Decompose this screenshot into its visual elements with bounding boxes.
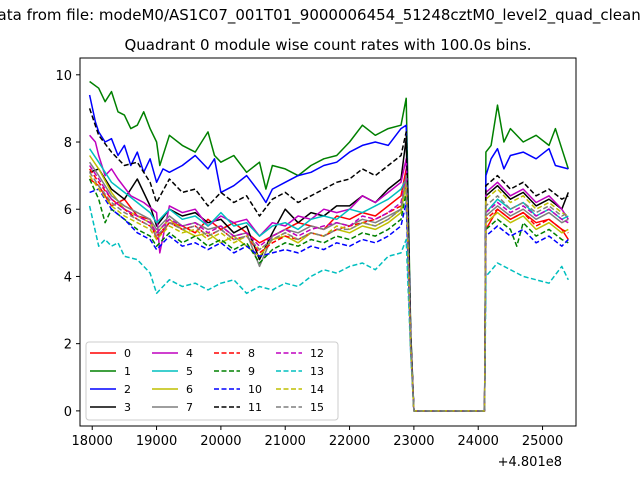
y-tick-label: 6 bbox=[64, 203, 72, 218]
series-line-1 bbox=[89, 80, 570, 412]
legend-label-4: 4 bbox=[186, 347, 193, 360]
series-line-11 bbox=[88, 108, 569, 412]
y-tick-label: 8 bbox=[64, 136, 72, 151]
x-tick-label: 18000 bbox=[72, 434, 113, 449]
legend-label-2: 2 bbox=[124, 383, 131, 396]
x-tick-label: 24000 bbox=[458, 434, 499, 449]
x-offset-label: +4.801e8 bbox=[498, 455, 562, 470]
x-tick-label: 21000 bbox=[265, 434, 306, 449]
legend-label-3: 3 bbox=[124, 401, 131, 414]
y-tick-label: 4 bbox=[64, 270, 72, 285]
suptitle-text: Data from file: modeM0/AS1C07_001T01_900… bbox=[0, 6, 640, 24]
axes-layer: 18000 19000 20000 21000 22000 23000 24000 25000… bbox=[55, 69, 563, 449]
series-line-4 bbox=[89, 134, 569, 412]
figure-suptitle: Data from file: modeM0/AS1C07_001T01_900… bbox=[0, 6, 640, 28]
x-tick-label: 22000 bbox=[329, 434, 370, 449]
plot-frame bbox=[79, 57, 577, 427]
series-line-5 bbox=[88, 148, 569, 412]
legend-label-13: 13 bbox=[310, 365, 324, 378]
legend-label-8: 8 bbox=[248, 347, 255, 360]
series-line-10 bbox=[89, 188, 569, 412]
legend-label-14: 14 bbox=[310, 383, 324, 396]
series-line-2 bbox=[88, 94, 569, 412]
series-line-15 bbox=[88, 171, 569, 412]
x-tick-label: 19000 bbox=[136, 434, 177, 449]
x-tick-label: 23000 bbox=[393, 434, 434, 449]
legend-label-11: 11 bbox=[248, 401, 262, 414]
legend-label-12: 12 bbox=[310, 347, 324, 360]
legend-label-1: 1 bbox=[124, 365, 131, 378]
legend-label-9: 9 bbox=[248, 365, 255, 378]
legend-label-15: 15 bbox=[310, 401, 324, 414]
y-tick-label: 2 bbox=[64, 338, 72, 353]
legend-box bbox=[85, 341, 339, 421]
y-tick-label: 10 bbox=[55, 69, 72, 84]
series-layer bbox=[88, 80, 570, 412]
series-line-9 bbox=[88, 178, 569, 412]
legend-label-10: 10 bbox=[248, 383, 262, 396]
legend-label-5: 5 bbox=[186, 365, 193, 378]
series-line-12 bbox=[88, 165, 569, 412]
chart-title: Quadrant 0 module wise count rates with … bbox=[124, 36, 532, 54]
legend-label-0: 0 bbox=[124, 347, 131, 360]
legend-label-6: 6 bbox=[186, 383, 193, 396]
x-tick-label: 25000 bbox=[522, 434, 563, 449]
x-tick-label: 20000 bbox=[200, 434, 241, 449]
legend-label-7: 7 bbox=[186, 401, 193, 414]
y-tick-label: 0 bbox=[64, 405, 72, 420]
